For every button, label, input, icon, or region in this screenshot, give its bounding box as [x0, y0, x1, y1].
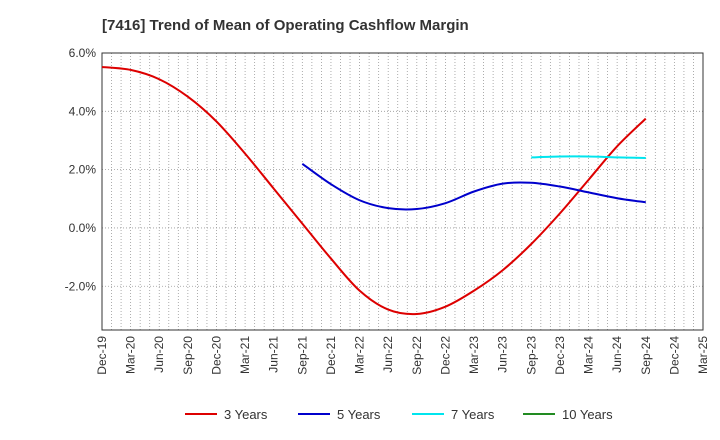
- legend-label: 7 Years: [451, 407, 495, 422]
- x-tick-label: Jun-24: [610, 336, 624, 373]
- legend: 3 Years 5 Years 7 Years 10 Years: [185, 407, 613, 422]
- x-tick-label: Jun-20: [152, 336, 166, 373]
- chart-title: [7416] Trend of Mean of Operating Cashfl…: [102, 17, 469, 34]
- x-tick-label: Jun-21: [267, 336, 281, 373]
- y-tick-label: 4.0%: [69, 104, 97, 118]
- series-lines: [101, 66, 647, 316]
- legend-label: 5 Years: [337, 407, 381, 422]
- series-line-5-years: [301, 162, 646, 211]
- x-tick-label: Sep-24: [639, 336, 653, 375]
- x-tick-label: Sep-21: [295, 336, 309, 375]
- x-tick-label: Dec-22: [438, 336, 452, 375]
- x-tick-label: Dec-24: [667, 336, 681, 375]
- x-tick-label: Dec-20: [209, 336, 223, 375]
- x-tick-label: Mar-23: [467, 336, 481, 374]
- x-tick-label: Mar-20: [124, 336, 138, 374]
- legend-label: 10 Years: [562, 407, 613, 422]
- x-tick-label: Jun-23: [496, 336, 510, 373]
- x-tick-label: Sep-23: [524, 336, 538, 375]
- x-tick-label: Mar-24: [582, 336, 596, 374]
- x-tick-label: Sep-22: [410, 336, 424, 375]
- x-tick-label: Mar-21: [238, 336, 252, 374]
- axes: 6.0% 4.0% 2.0% 0.0% -2.0% Dec-19 Mar-20 Jun-20 S…: [65, 46, 710, 375]
- x-tick-label: Jun-22: [381, 336, 395, 373]
- series-line-7-years: [531, 155, 646, 159]
- x-tick-label: Sep-20: [181, 336, 195, 375]
- y-tick-label: 0.0%: [69, 221, 97, 235]
- series-line-3-years: [101, 66, 647, 316]
- x-tick-label: Mar-22: [353, 336, 367, 374]
- y-tick-label: 6.0%: [69, 46, 97, 60]
- x-tick-label: Mar-25: [696, 336, 710, 374]
- x-tick-label: Dec-23: [553, 336, 567, 375]
- y-tick-label: 2.0%: [69, 163, 97, 177]
- grid: [101, 52, 704, 330]
- x-tick-label: Dec-19: [95, 336, 109, 375]
- legend-label: 3 Years: [224, 407, 268, 422]
- x-tick-label: Dec-21: [324, 336, 338, 375]
- plot-area-frame: [101, 52, 704, 331]
- y-tick-label: -2.0%: [65, 279, 97, 293]
